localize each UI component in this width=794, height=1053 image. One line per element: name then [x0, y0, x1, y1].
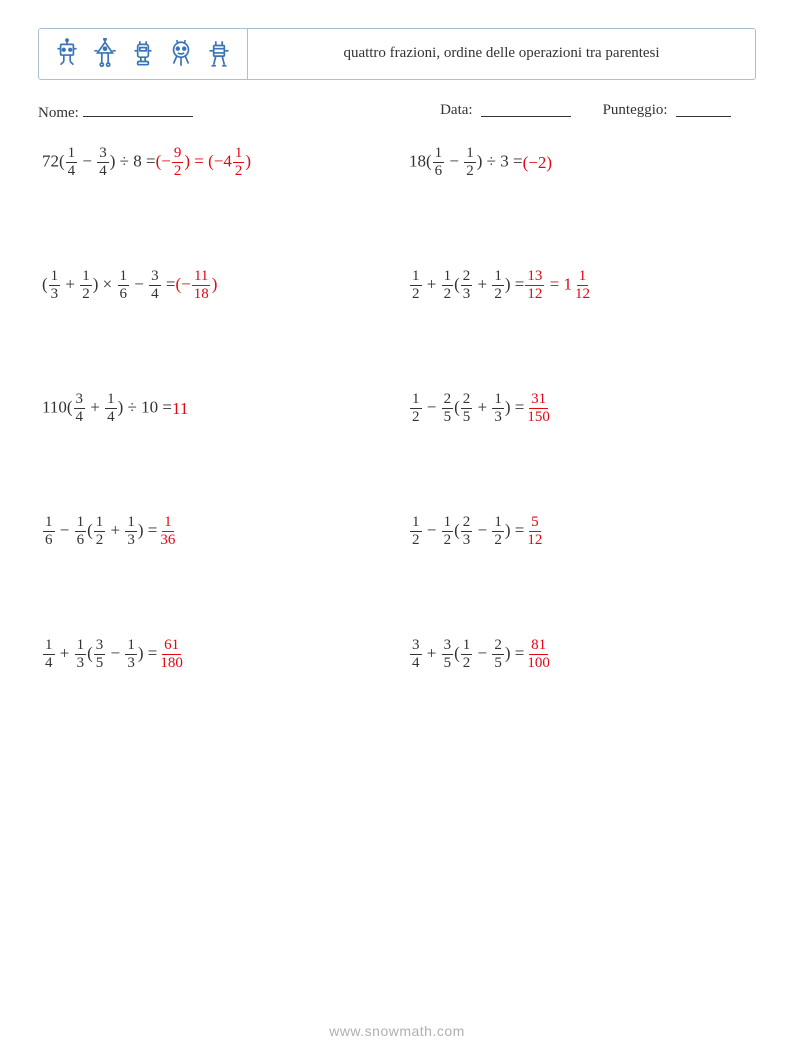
worksheet-title: quattro frazioni, ordine delle operazion… [247, 29, 755, 79]
problem-5: 110(34 + 14) ÷ 10 = 11 [42, 392, 389, 425]
date-label: Data: [440, 102, 472, 122]
robot-3-icon [129, 37, 157, 71]
worksheet-header: quattro frazioni, ordine delle operazion… [38, 28, 756, 80]
problem-7: 16 − 16(12 + 13) = 136 [42, 515, 389, 548]
score-label: Punteggio: [603, 102, 668, 122]
problem-1: 72(14 − 34) ÷ 8 = (−92) = (−412) [42, 146, 389, 179]
problems-grid: 72(14 − 34) ÷ 8 = (−92) = (−412) 18(16 − … [38, 146, 756, 671]
problem-4: 12 + 12(23 + 12) = 1312 = 1112 [409, 269, 756, 302]
problem-3: (13 + 12) × 16 − 34 = (−1118) [42, 269, 389, 302]
robot-4-icon [167, 37, 195, 71]
robot-1-icon [53, 37, 81, 71]
problem-10: 34 + 35(12 − 25) = 81100 [409, 638, 756, 671]
robot-5-icon [205, 37, 233, 71]
header-icons [39, 29, 247, 79]
problem-9: 14 + 13(35 − 13) = 61180 [42, 638, 389, 671]
name-blank [83, 102, 193, 117]
date-blank [481, 102, 571, 117]
problem-2: 18(16 − 12) ÷ 3 = (−2) [409, 146, 756, 179]
problem-6: 12 − 25(25 + 13) = 31150 [409, 392, 756, 425]
robot-2-icon [91, 37, 119, 71]
footer-url: www.snowmath.com [0, 1023, 794, 1039]
meta-row: Nome: Data: Punteggio: [38, 102, 756, 122]
problem-8: 12 − 12(23 − 12) = 512 [409, 515, 756, 548]
name-label: Nome: [38, 105, 79, 121]
score-blank [676, 102, 731, 117]
